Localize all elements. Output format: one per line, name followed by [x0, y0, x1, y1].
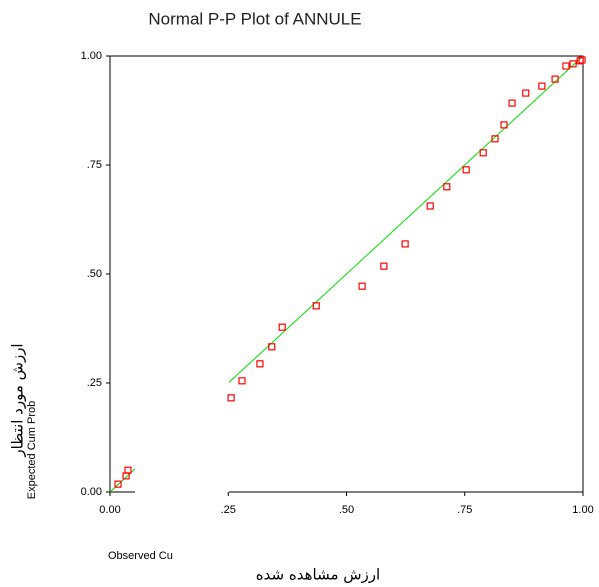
x-axis-label-fa: ارزش مشاهده شده	[256, 566, 380, 584]
point	[401, 240, 409, 248]
y-tick-label: 0.00	[81, 486, 102, 498]
point	[358, 282, 366, 290]
x-axis-label: Observed Cu	[108, 550, 173, 562]
point	[426, 202, 434, 210]
point	[491, 135, 499, 143]
point	[562, 62, 570, 70]
y-axis-label-fa: ارزش مورد انتظار	[9, 343, 27, 457]
y-tick-label: 1.00	[81, 50, 102, 62]
blank-region	[135, 57, 229, 517]
point	[576, 57, 584, 65]
x-tick-label: .50	[339, 504, 354, 516]
x-tick-label: .75	[457, 504, 472, 516]
y-tick-label: .75	[87, 159, 102, 171]
point	[462, 166, 470, 174]
point	[500, 121, 508, 129]
point	[578, 56, 586, 64]
x-tick-label: .25	[221, 504, 236, 516]
point	[443, 183, 451, 191]
point	[278, 323, 286, 331]
point	[522, 89, 530, 97]
x-tick-label: 0.00	[99, 504, 120, 516]
point	[268, 343, 276, 351]
y-tick-label: .50	[87, 268, 102, 280]
point	[551, 75, 559, 83]
point	[538, 82, 546, 90]
y-tick-label: .25	[87, 377, 102, 389]
x-tick-label: 1.00	[572, 504, 593, 516]
point	[312, 302, 320, 310]
chart-title: Normal P-P Plot of ANNULE	[148, 9, 361, 28]
point	[238, 377, 246, 385]
point	[227, 394, 235, 402]
point	[256, 360, 264, 368]
point	[124, 466, 132, 474]
point	[479, 149, 487, 157]
point	[380, 262, 388, 270]
point	[114, 480, 122, 488]
y-axis-label: Expected Cum Prob	[26, 401, 38, 499]
point	[569, 60, 577, 68]
point	[508, 99, 516, 107]
